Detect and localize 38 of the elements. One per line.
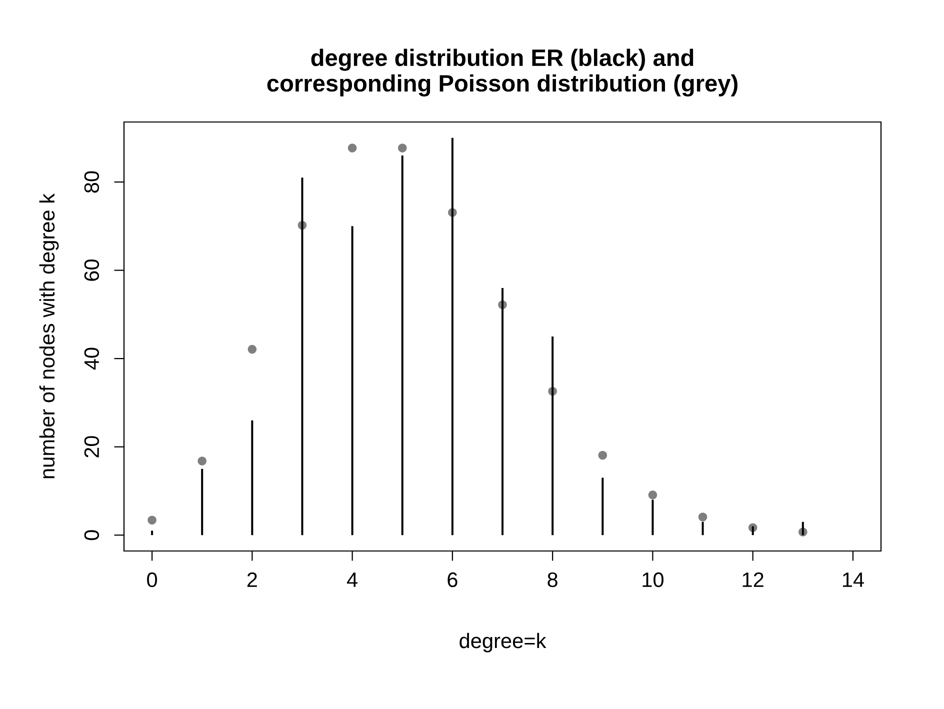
bar — [752, 526, 754, 536]
bar — [301, 178, 304, 536]
bar — [451, 138, 454, 536]
x-tick-label: 14 — [842, 572, 864, 587]
point — [648, 490, 658, 500]
bar — [351, 226, 354, 536]
point — [148, 516, 156, 524]
bar — [602, 478, 604, 536]
point — [598, 450, 608, 460]
y-tick-label: 60 — [84, 260, 100, 281]
bar — [702, 522, 704, 536]
x-tick-label: 0 — [147, 572, 158, 588]
x-tick-label: 8 — [548, 572, 558, 588]
bar — [652, 500, 654, 536]
y-tick-label: 40 — [84, 348, 100, 370]
bar — [502, 288, 504, 536]
y-tick-label: 20 — [84, 436, 100, 458]
bar — [401, 156, 404, 536]
x-tick-label: 2 — [247, 572, 257, 587]
point — [698, 512, 708, 522]
x-tick-label: 6 — [448, 572, 458, 588]
x-axis-title: degree=k — [460, 632, 546, 652]
x-tick-label: 12 — [742, 572, 764, 587]
y-axis-title: number of nodes with degree k — [39, 193, 59, 478]
point — [248, 344, 257, 354]
point — [398, 144, 407, 152]
x-tick-label: 10 — [642, 572, 664, 588]
point — [348, 144, 357, 152]
y-tick-label: 80 — [84, 171, 100, 193]
bar — [802, 522, 804, 536]
bar — [151, 530, 154, 536]
bar — [552, 336, 554, 536]
x-tick-label: 4 — [346, 572, 358, 587]
point — [198, 456, 206, 466]
chart-title: degree distribution ER (black) and corresponding Poisson distribution (grey) — [267, 48, 738, 96]
y-tick-label: 0 — [84, 530, 100, 540]
bar — [201, 468, 204, 536]
bar — [251, 420, 254, 536]
